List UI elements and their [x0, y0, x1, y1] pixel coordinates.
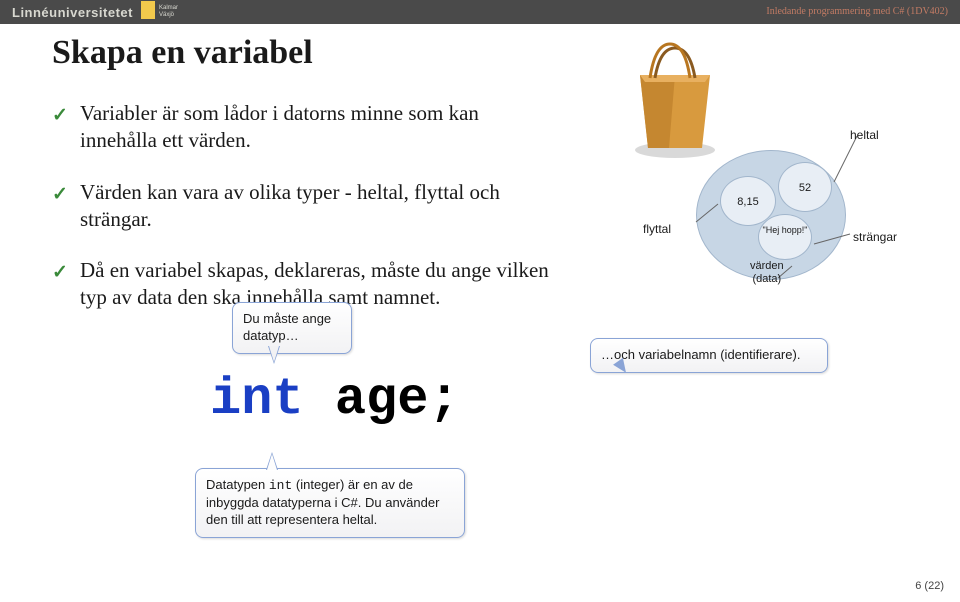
callout-integer-code: int — [269, 478, 292, 493]
label-strangar: strängar — [853, 230, 897, 244]
bullet-2-text: Värden kan vara av olika typer - heltal,… — [80, 180, 500, 231]
badge-bottom-text: Växjö — [159, 12, 175, 18]
check-icon: ✓ — [52, 104, 68, 129]
callout-integer: Datatypen int (integer) är en av de inby… — [195, 468, 465, 538]
slide-title: Skapa en variabel — [52, 34, 313, 72]
callout-datatype: Du måste ange datatyp… — [232, 302, 352, 354]
course-label: Inledande programmering med C# (1DV402) — [766, 6, 948, 17]
label-varden-2: (data) — [752, 273, 781, 285]
callout-tail-icon — [269, 346, 279, 362]
code-keyword-int: int — [210, 370, 304, 429]
badge-top-text: Kalmar — [159, 5, 178, 11]
callout-integer-pre: Datatypen — [206, 477, 269, 492]
logo-badge: Kalmar Växjö — [141, 1, 181, 24]
callout-tail-icon — [267, 454, 277, 470]
bullet-2: ✓ Värden kan vara av olika typer - helta… — [52, 179, 552, 234]
label-heltal: heltal — [850, 128, 879, 142]
check-icon: ✓ — [52, 261, 68, 286]
label-flyttal: flyttal — [643, 222, 671, 236]
check-icon: ✓ — [52, 183, 68, 208]
label-varden-1: värden — [750, 260, 784, 272]
bullet-1-text: Variabler är som lådor i datorns minne s… — [80, 101, 479, 152]
bullet-1: ✓ Variabler är som lådor i datorns minne… — [52, 100, 552, 155]
code-line: int age; — [210, 370, 460, 429]
logo-text: Linnéuniversitetet — [12, 5, 133, 20]
code-identifier-age: age; — [304, 370, 460, 429]
bullet-list: ✓ Variabler är som lådor i datorns minne… — [52, 100, 552, 336]
page-number: 6 (22) — [915, 580, 944, 592]
label-varden: värden (data) — [750, 260, 784, 286]
